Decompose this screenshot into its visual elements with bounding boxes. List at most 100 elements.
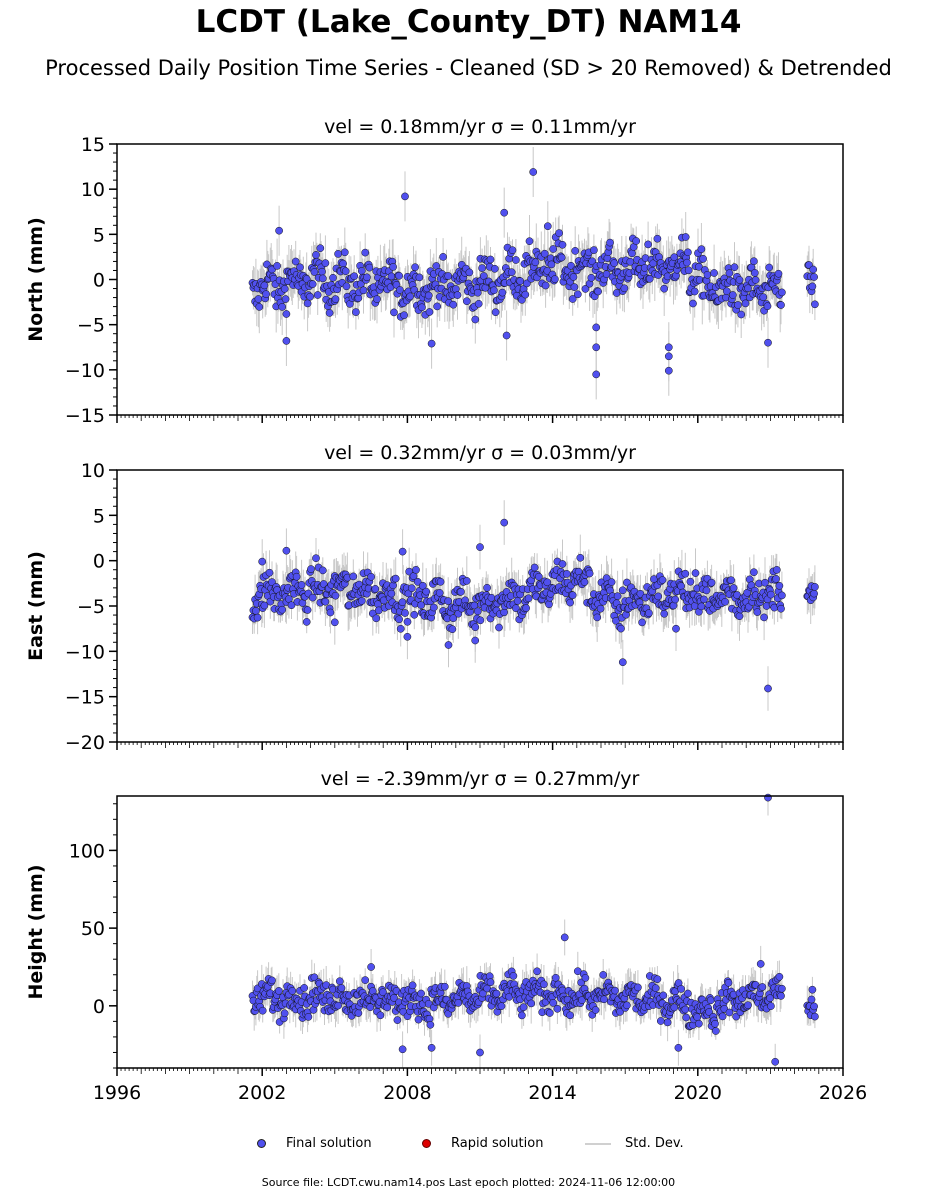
data-point	[653, 975, 662, 984]
data-point	[410, 610, 419, 619]
data-point	[695, 1019, 703, 1028]
data-point	[585, 569, 594, 578]
data-point	[567, 261, 575, 270]
data-point	[252, 607, 260, 615]
data-point	[695, 262, 703, 271]
data-point	[656, 1017, 665, 1025]
data-point	[525, 237, 534, 246]
data-point	[549, 245, 558, 253]
data-point	[444, 597, 453, 605]
legend-rapid-label: Rapid solution	[451, 1136, 544, 1151]
y-tick-label: 100	[69, 840, 105, 862]
y-tick-label: 0	[93, 551, 105, 573]
data-point	[278, 303, 287, 311]
data-point	[743, 588, 752, 597]
data-point	[725, 269, 734, 278]
data-point	[711, 1027, 720, 1035]
data-point	[810, 273, 818, 281]
outlier-point	[427, 1043, 436, 1052]
data-point	[718, 1012, 727, 1021]
y-tick-label: 5	[93, 224, 105, 246]
data-point	[765, 263, 774, 272]
data-point	[329, 273, 337, 282]
footer-source: Source file: LCDT.cwu.nam14.pos Last epo…	[261, 1176, 676, 1189]
data-point	[707, 578, 716, 587]
data-point	[490, 264, 499, 273]
data-point	[606, 238, 614, 247]
data-point	[699, 254, 707, 263]
data-point	[390, 308, 398, 317]
data-point	[758, 983, 767, 991]
data-point	[610, 259, 619, 267]
data-point	[551, 973, 560, 982]
data-point	[568, 295, 577, 303]
data-point	[737, 310, 746, 319]
data-point	[415, 273, 424, 282]
outlier-point	[756, 960, 765, 968]
data-point	[534, 572, 543, 581]
data-point	[636, 589, 645, 598]
data-point	[486, 978, 495, 987]
data-point	[418, 303, 426, 312]
data-point	[265, 568, 274, 577]
data-point	[424, 291, 433, 300]
time-series-figure: vel = 0.18mm/yr σ = 0.11mm/yr North (mm) 1…	[25, 116, 867, 1104]
data-point	[449, 614, 458, 623]
data-point	[349, 572, 358, 581]
plot-frame	[116, 795, 844, 1069]
data-point	[407, 584, 416, 593]
data-point	[744, 1001, 752, 1010]
y-tick-label: 50	[81, 918, 105, 940]
outlier-point	[502, 331, 511, 340]
data-point	[365, 263, 374, 272]
data-point	[697, 245, 706, 254]
data-point	[766, 994, 774, 1003]
data-point	[487, 593, 496, 602]
data-point	[518, 1011, 526, 1020]
data-point	[412, 566, 420, 574]
outlier-point	[764, 338, 772, 347]
data-point	[533, 967, 541, 976]
data-point	[457, 587, 465, 596]
data-point	[775, 581, 784, 590]
data-point	[406, 292, 414, 301]
x-tick-label: 2002	[238, 1082, 286, 1104]
data-point	[551, 275, 559, 283]
data-point	[644, 240, 652, 249]
data-point	[367, 572, 375, 581]
data-point	[273, 262, 281, 270]
data-point	[691, 569, 700, 577]
data-point	[436, 577, 445, 586]
y-tick-label: 10	[81, 179, 105, 201]
data-point	[321, 597, 330, 606]
y-tick-label: −5	[77, 315, 105, 337]
data-point	[706, 996, 715, 1005]
outlier-point	[500, 518, 509, 527]
data-point	[341, 267, 350, 276]
data-point	[733, 591, 741, 599]
data-point	[366, 1003, 375, 1012]
data-point	[684, 266, 693, 275]
outlier-point	[398, 547, 407, 556]
data-point	[617, 624, 625, 633]
data-point	[281, 295, 290, 303]
data-point	[549, 999, 558, 1007]
data-point	[777, 301, 785, 309]
data-point	[291, 257, 300, 266]
data-point	[522, 604, 530, 612]
data-point	[750, 257, 758, 266]
data-point	[425, 308, 434, 316]
data-point	[734, 301, 742, 309]
y-tick-label: −15	[65, 687, 105, 709]
data-point	[479, 272, 488, 280]
data-point	[571, 247, 580, 255]
data-point	[403, 617, 412, 626]
data-point	[391, 574, 400, 583]
data-point	[730, 263, 739, 272]
data-point	[576, 553, 585, 562]
panel-1: vel = 0.18mm/yr σ = 0.11mm/yr North (mm) 1…	[25, 116, 844, 427]
outlier-point	[330, 618, 339, 627]
data-point	[555, 229, 563, 237]
outlier-point	[529, 168, 538, 176]
data-point	[778, 984, 786, 993]
